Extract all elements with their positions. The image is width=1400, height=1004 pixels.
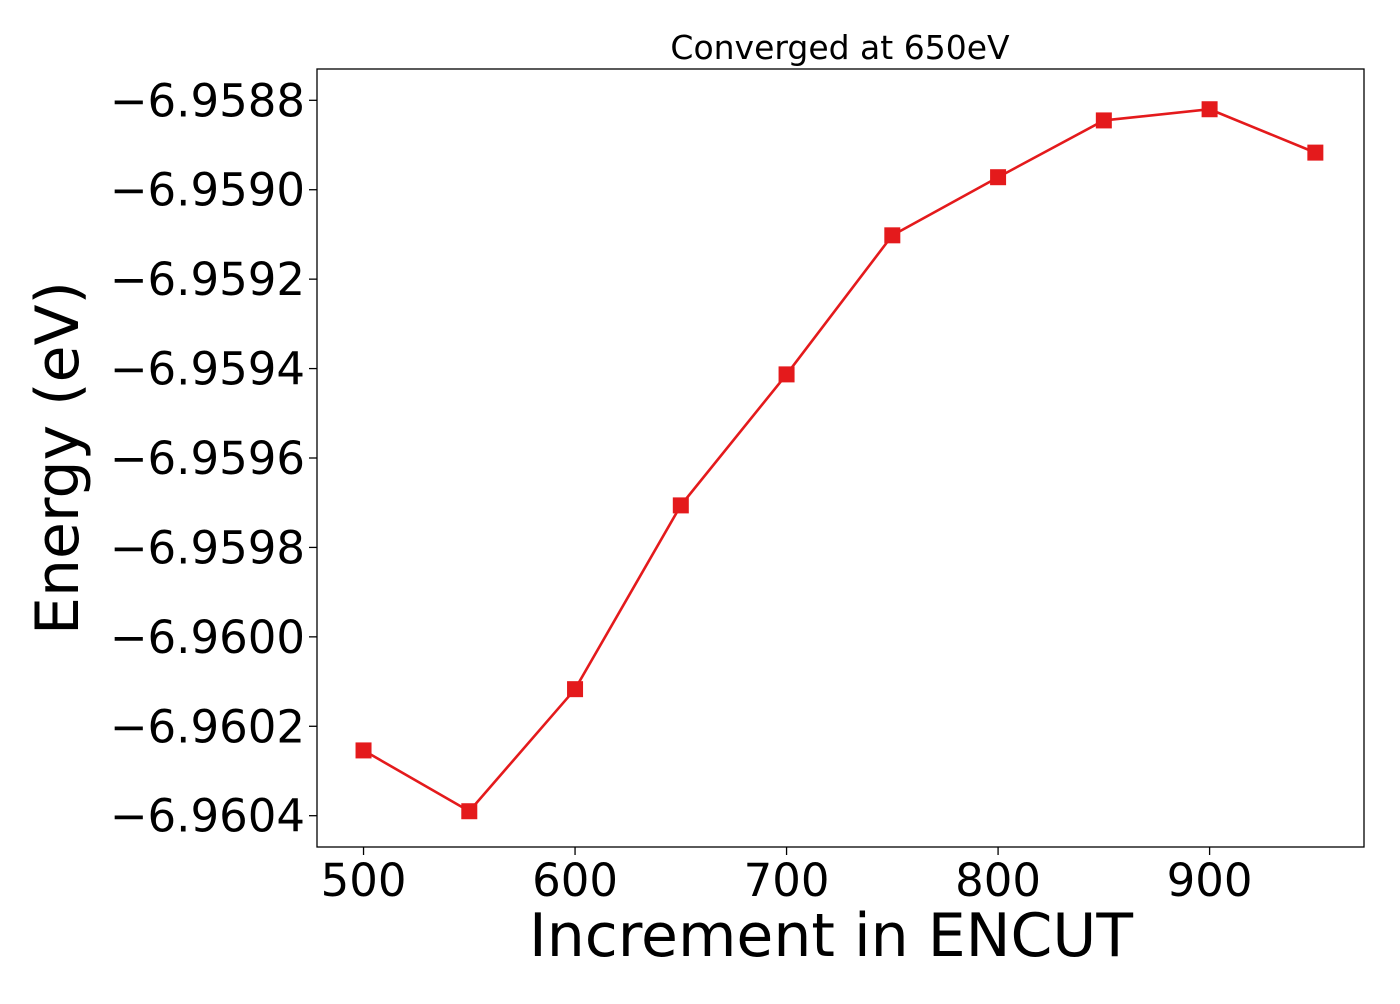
- y-tick-label: −6.9600: [110, 611, 305, 664]
- y-tick-label: −6.9594: [110, 343, 305, 396]
- series-layer: [355, 101, 1324, 820]
- data-point-marker: [355, 742, 372, 759]
- y-tick-label: −6.9602: [110, 700, 305, 753]
- y-tick-label: −6.9592: [110, 253, 305, 306]
- y-axis-label: Energy (eV): [23, 281, 93, 635]
- y-tick-label: −6.9598: [110, 521, 305, 574]
- y-tick-label: −6.9604: [110, 790, 305, 843]
- data-point-marker: [990, 169, 1007, 186]
- data-point-marker: [461, 803, 478, 820]
- x-tick-label: 500: [321, 854, 407, 907]
- data-point-marker: [1095, 112, 1112, 129]
- y-tick-label: −6.9588: [110, 74, 305, 127]
- x-tick-label: 800: [955, 854, 1041, 907]
- data-point-marker: [778, 366, 795, 383]
- data-point-marker: [672, 497, 689, 514]
- y-tick-label: −6.9596: [110, 432, 305, 485]
- x-axis: 500 600 700 800 900: [321, 847, 1253, 907]
- x-tick-label: 900: [1167, 854, 1253, 907]
- x-tick-label: 600: [532, 854, 618, 907]
- series-line: [362, 107, 1316, 813]
- data-point-marker: [1201, 101, 1218, 118]
- x-axis-label: Increment in ENCUT: [529, 901, 1133, 971]
- data-point-marker: [567, 681, 584, 698]
- y-tick-label: −6.9590: [110, 164, 305, 217]
- data-point-marker: [884, 227, 901, 244]
- x-tick-label: 700: [744, 854, 830, 907]
- y-axis: −6.9588 −6.9590 −6.9592 −6.9594 −6.9596 −6.95…: [110, 74, 317, 843]
- chart-title: Converged at 650eV: [670, 28, 1010, 67]
- data-point-marker: [1307, 144, 1324, 161]
- plot-frame: [316, 68, 1365, 848]
